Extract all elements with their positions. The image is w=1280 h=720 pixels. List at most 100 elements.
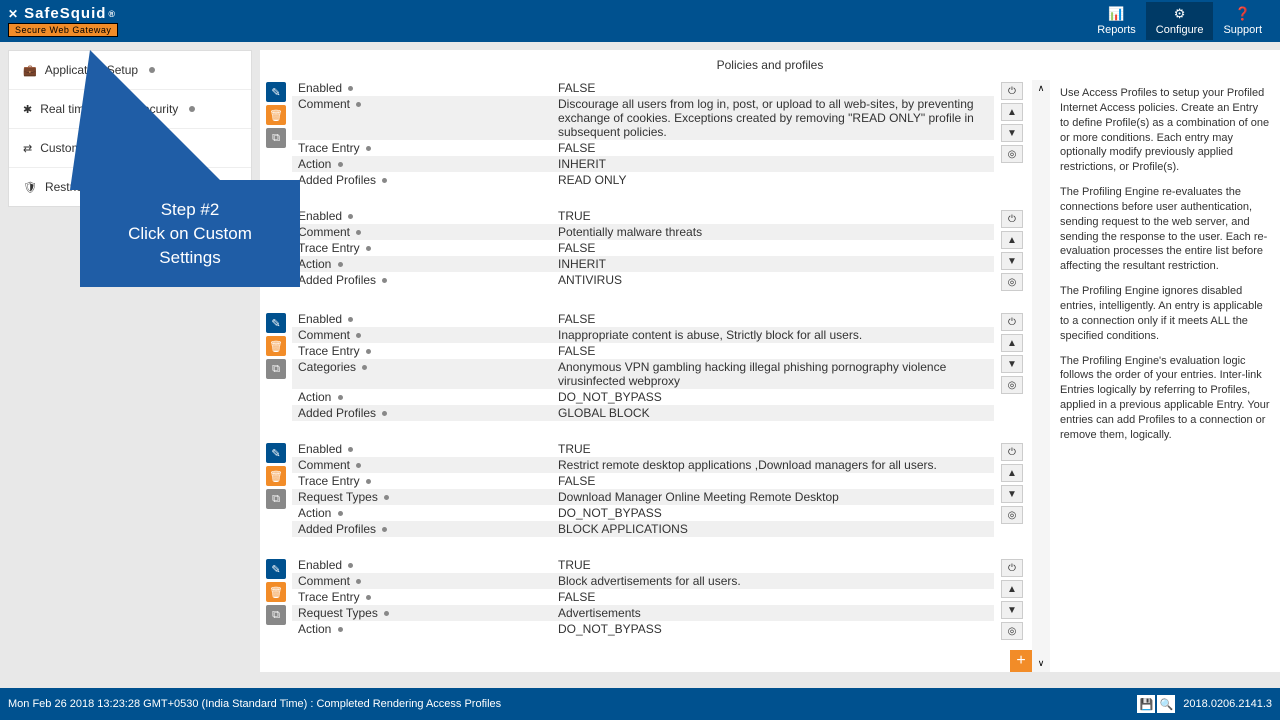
- logo: SafeSquid® Secure Web Gateway: [8, 5, 118, 37]
- entries-list: ✎🗑⧉Enabled FALSEComment Discourage all u…: [260, 80, 1032, 672]
- target-button[interactable]: ◎: [1001, 506, 1023, 524]
- field-value: READ ONLY: [552, 172, 994, 188]
- field-label: Action: [292, 156, 552, 172]
- field-label: Trace Entry: [292, 473, 552, 489]
- field-label: Enabled: [292, 441, 552, 457]
- move-up-button[interactable]: ▲: [1001, 231, 1023, 249]
- field-value: FALSE: [552, 473, 994, 489]
- field-label: Trace Entry: [292, 240, 552, 256]
- clone-button[interactable]: ⧉: [266, 359, 286, 379]
- shield-icon: 🛡: [23, 181, 37, 194]
- field-label: Trace Entry: [292, 343, 552, 359]
- toggle-button[interactable]: ⏻: [1001, 443, 1023, 461]
- field-label: Action: [292, 389, 552, 405]
- sliders-icon: ⇄: [23, 142, 32, 155]
- main-panel: Policies and profiles ✎🗑⧉Enabled FALSECo…: [260, 50, 1280, 672]
- field-value: TRUE: [552, 557, 994, 573]
- field-label: Added Profiles: [292, 405, 552, 421]
- field-value: Restrict remote desktop applications ,Do…: [552, 457, 994, 473]
- field-label: Comment: [292, 224, 552, 240]
- toggle-button[interactable]: ⏻: [1001, 210, 1023, 228]
- field-value: BLOCK APPLICATIONS: [552, 521, 994, 537]
- edit-button[interactable]: ✎: [266, 313, 286, 333]
- briefcase-icon: 💼: [23, 64, 37, 77]
- move-up-button[interactable]: ▲: [1001, 464, 1023, 482]
- policy-entry: ✎🗑⧉Enabled TRUEComment Block advertiseme…: [266, 557, 1026, 640]
- field-label: Comment: [292, 96, 552, 140]
- target-button[interactable]: ◎: [1001, 145, 1023, 163]
- move-down-button[interactable]: ▼: [1001, 252, 1023, 270]
- field-label: Comment: [292, 327, 552, 343]
- target-button[interactable]: ◎: [1001, 273, 1023, 291]
- field-value: Advertisements: [552, 605, 994, 621]
- policy-entry: ✎ 🗑 ⧉ Enabled TRUEComment Restrict remote d…: [266, 441, 1026, 537]
- field-label: Categories: [292, 359, 552, 389]
- delete-button[interactable]: 🗑: [266, 105, 286, 125]
- save-icon[interactable]: 💾: [1137, 695, 1155, 713]
- field-label: Comment: [292, 457, 552, 473]
- field-value: Discourage all users from log in, post, …: [552, 96, 994, 140]
- target-button[interactable]: ◎: [1001, 622, 1023, 640]
- toggle-button[interactable]: ⏻: [1001, 313, 1023, 331]
- move-down-button[interactable]: ▼: [1001, 601, 1023, 619]
- toggle-button[interactable]: ⏻: [1001, 82, 1023, 100]
- clone-button[interactable]: ⧉: [266, 489, 286, 509]
- delete-button[interactable]: 🗑: [266, 336, 286, 356]
- field-label: Enabled: [292, 557, 552, 573]
- field-label: Trace Entry: [292, 589, 552, 605]
- field-value: TRUE: [552, 441, 994, 457]
- field-label: Trace Entry: [292, 140, 552, 156]
- field-value: DO_NOT_BYPASS: [552, 505, 994, 521]
- field-label: Action: [292, 505, 552, 521]
- annotation-callout: Step #2 Click on Custom Settings: [80, 180, 300, 287]
- field-value: ANTIVIRUS: [552, 272, 994, 288]
- topbar: SafeSquid® Secure Web Gateway 📊Reports ⚙…: [0, 0, 1280, 42]
- move-up-button[interactable]: ▲: [1001, 580, 1023, 598]
- field-label: Enabled: [292, 80, 552, 96]
- field-value: FALSE: [552, 140, 994, 156]
- policy-entry: ✎ 🗑 ⧉ Enabled FALSEComment Discourage all u…: [266, 80, 1026, 188]
- help-panel: Use Access Profiles to setup your Profil…: [1050, 80, 1280, 672]
- policy-entry: ✎🗑⧉Enabled FALSEComment Inappropriate co…: [266, 311, 1026, 421]
- scroll-indicator[interactable]: ∧∨: [1032, 80, 1050, 672]
- search-icon[interactable]: 🔍: [1157, 695, 1175, 713]
- status-text: Mon Feb 26 2018 13:23:28 GMT+0530 (India…: [8, 698, 501, 710]
- field-label: Added Profiles: [292, 272, 552, 288]
- nav-reports[interactable]: 📊Reports: [1087, 2, 1146, 40]
- delete-button[interactable]: 🗑: [266, 466, 286, 486]
- field-value: INHERIT: [552, 156, 994, 172]
- field-value: DO_NOT_BYPASS: [552, 621, 994, 637]
- nav-configure[interactable]: ⚙Configure: [1146, 2, 1214, 40]
- delete-button[interactable]: 🗑: [266, 582, 286, 602]
- toggle-button[interactable]: ⏻: [1001, 559, 1023, 577]
- policy-entry: ✎🗑⧉Enabled TRUEComment Potentially malwa…: [266, 208, 1026, 291]
- field-value: FALSE: [552, 589, 994, 605]
- edit-button[interactable]: ✎: [266, 559, 286, 579]
- help-icon: ❓: [1235, 6, 1251, 22]
- add-entry-button[interactable]: +: [1010, 650, 1032, 672]
- field-label: Request Types: [292, 605, 552, 621]
- move-down-button[interactable]: ▼: [1001, 485, 1023, 503]
- field-value: Block advertisements for all users.: [552, 573, 994, 589]
- clone-button[interactable]: ⧉: [266, 128, 286, 148]
- move-up-button[interactable]: ▲: [1001, 334, 1023, 352]
- field-label: Enabled: [292, 311, 552, 327]
- move-down-button[interactable]: ▼: [1001, 124, 1023, 142]
- nav-support[interactable]: ❓Support: [1213, 2, 1272, 40]
- edit-button[interactable]: ✎: [266, 443, 286, 463]
- move-up-button[interactable]: ▲: [1001, 103, 1023, 121]
- field-value: INHERIT: [552, 256, 994, 272]
- clone-button[interactable]: ⧉: [266, 605, 286, 625]
- move-down-button[interactable]: ▼: [1001, 355, 1023, 373]
- edit-button[interactable]: ✎: [266, 82, 286, 102]
- field-value: GLOBAL BLOCK: [552, 405, 994, 421]
- field-value: Potentially malware threats: [552, 224, 994, 240]
- page-title: Policies and profiles: [260, 50, 1280, 80]
- field-label: Action: [292, 256, 552, 272]
- statusbar: Mon Feb 26 2018 13:23:28 GMT+0530 (India…: [0, 688, 1280, 720]
- field-label: Added Profiles: [292, 521, 552, 537]
- field-value: FALSE: [552, 80, 994, 96]
- chart-icon: 📊: [1108, 6, 1124, 22]
- field-value: DO_NOT_BYPASS: [552, 389, 994, 405]
- target-button[interactable]: ◎: [1001, 376, 1023, 394]
